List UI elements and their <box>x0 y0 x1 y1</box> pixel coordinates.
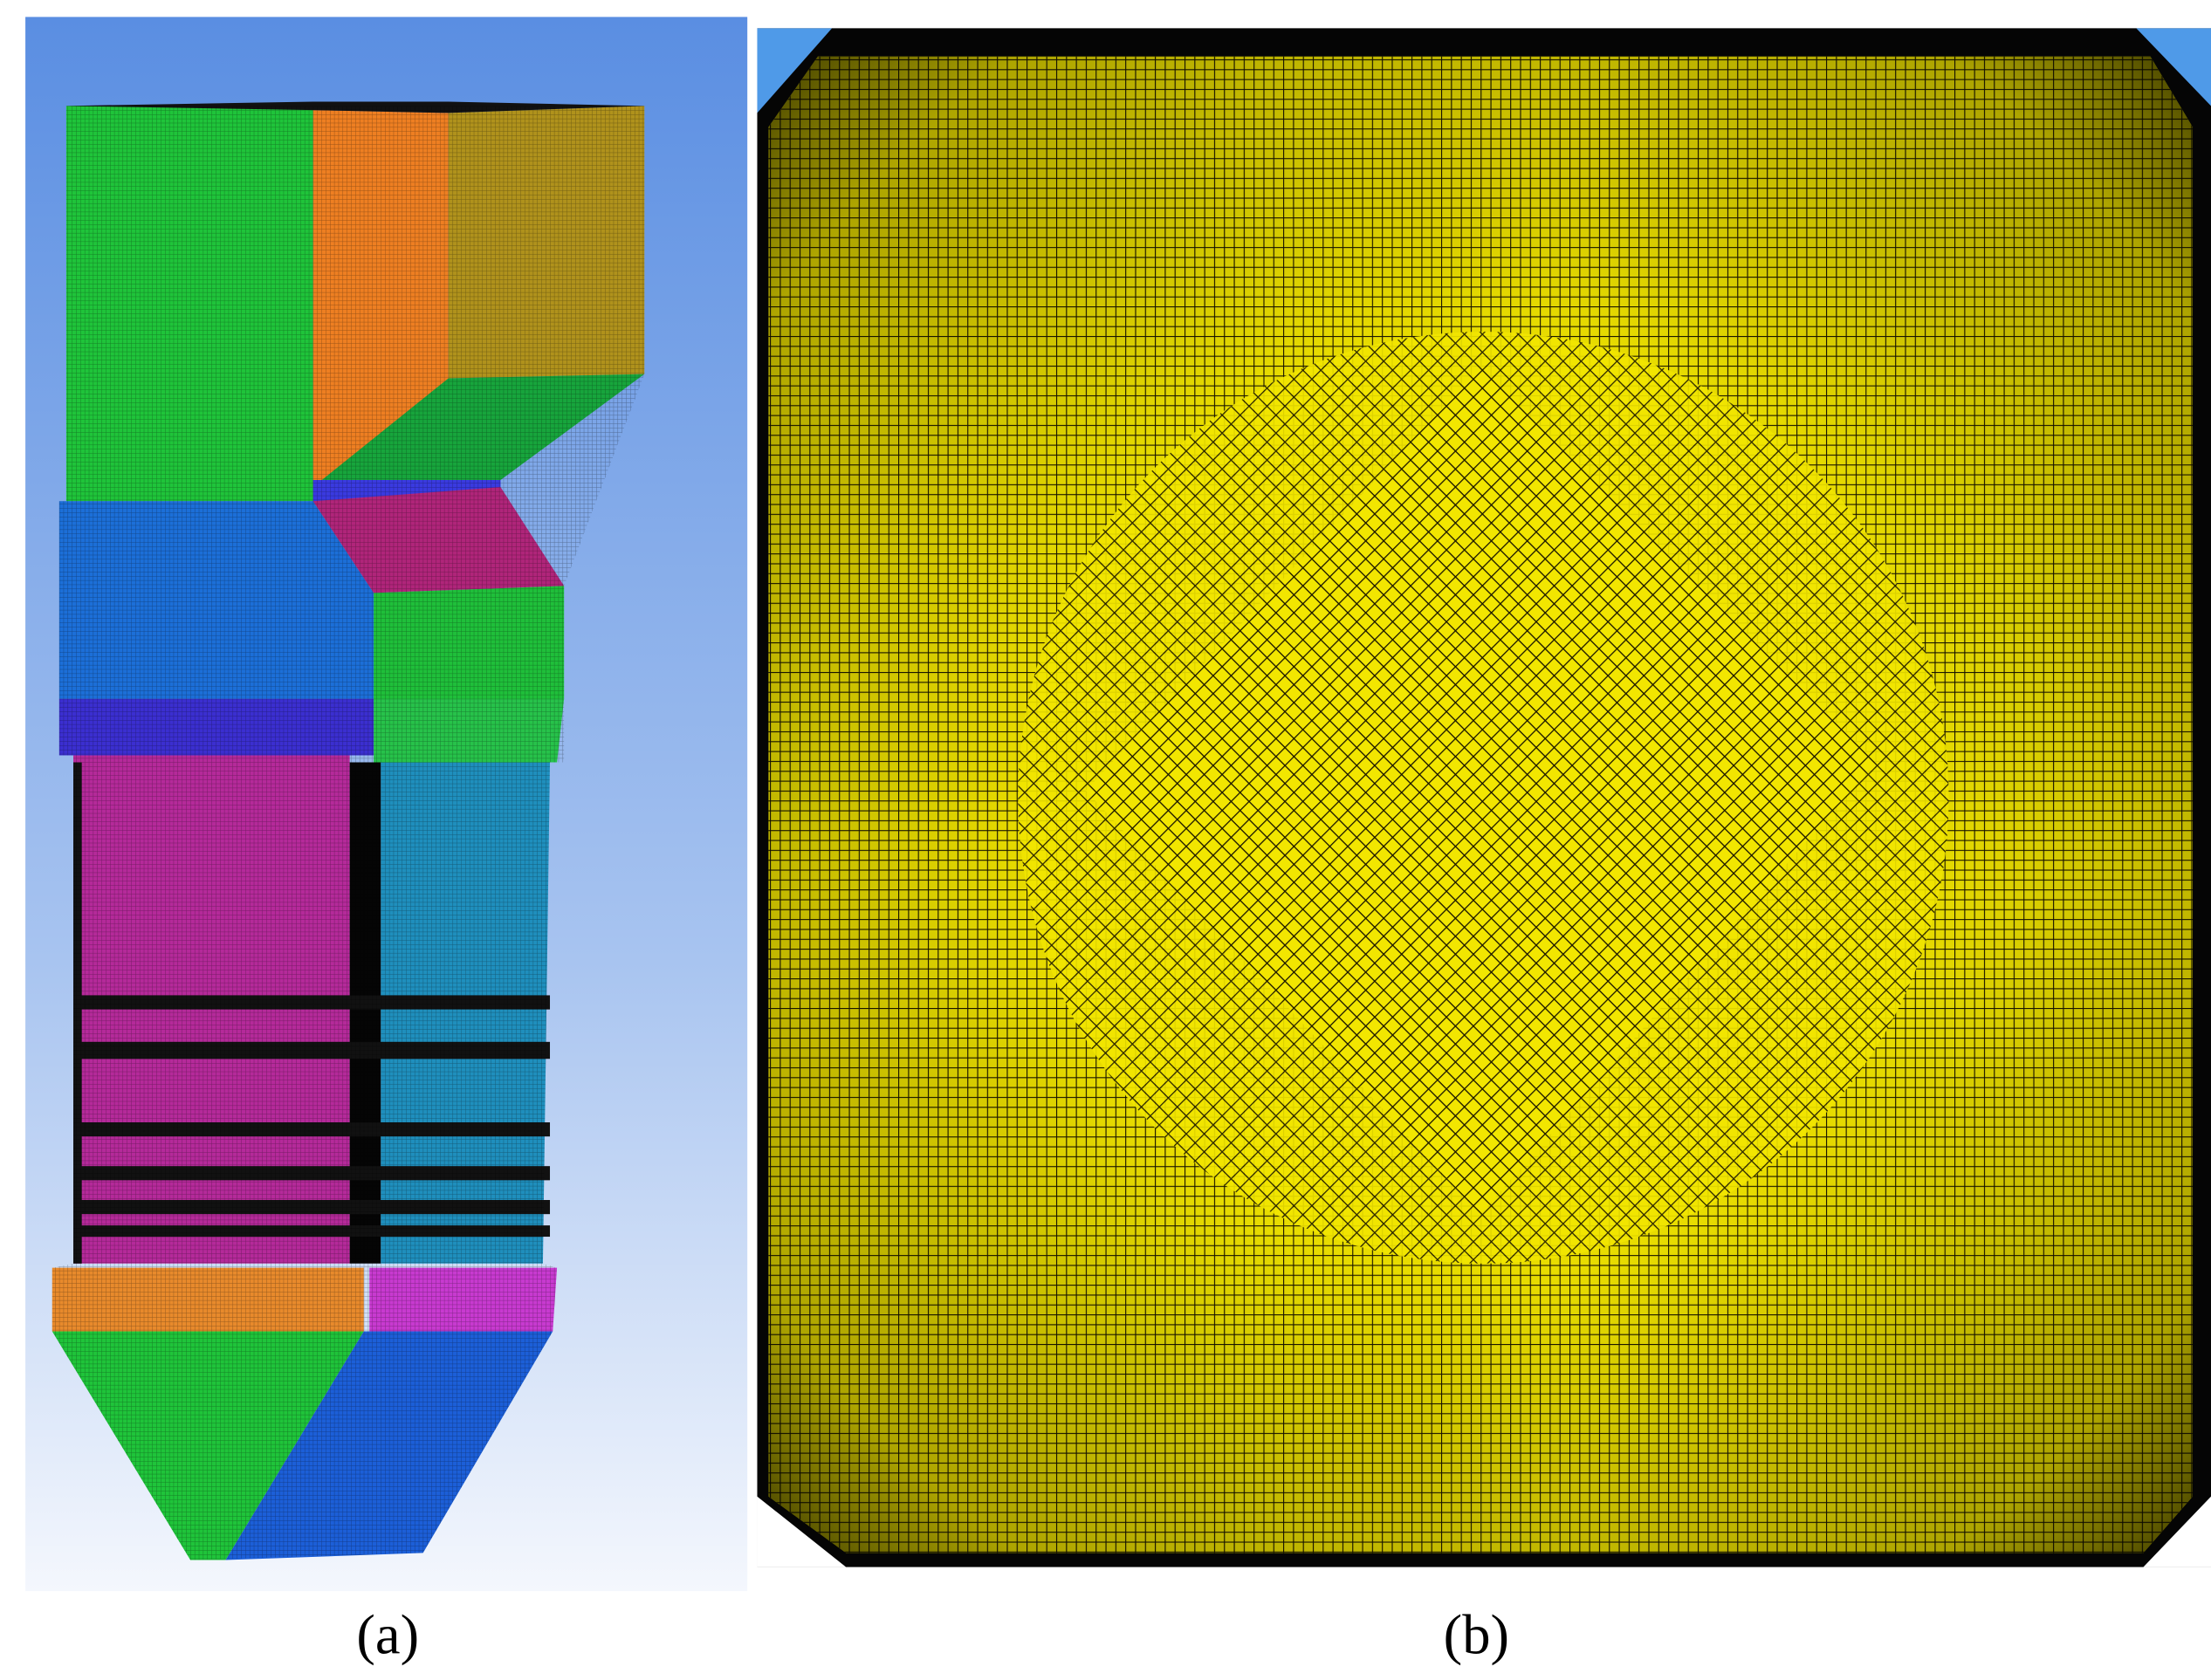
panel-a <box>25 17 748 1592</box>
section-mesh <box>768 56 2193 1553</box>
boiler-mesh <box>51 101 645 1560</box>
panel-b <box>757 28 2211 1567</box>
panel-label: (a) <box>356 1603 419 1666</box>
panel-label: (b) <box>1444 1603 1509 1666</box>
corner <box>757 1496 847 1567</box>
corner <box>757 28 833 113</box>
